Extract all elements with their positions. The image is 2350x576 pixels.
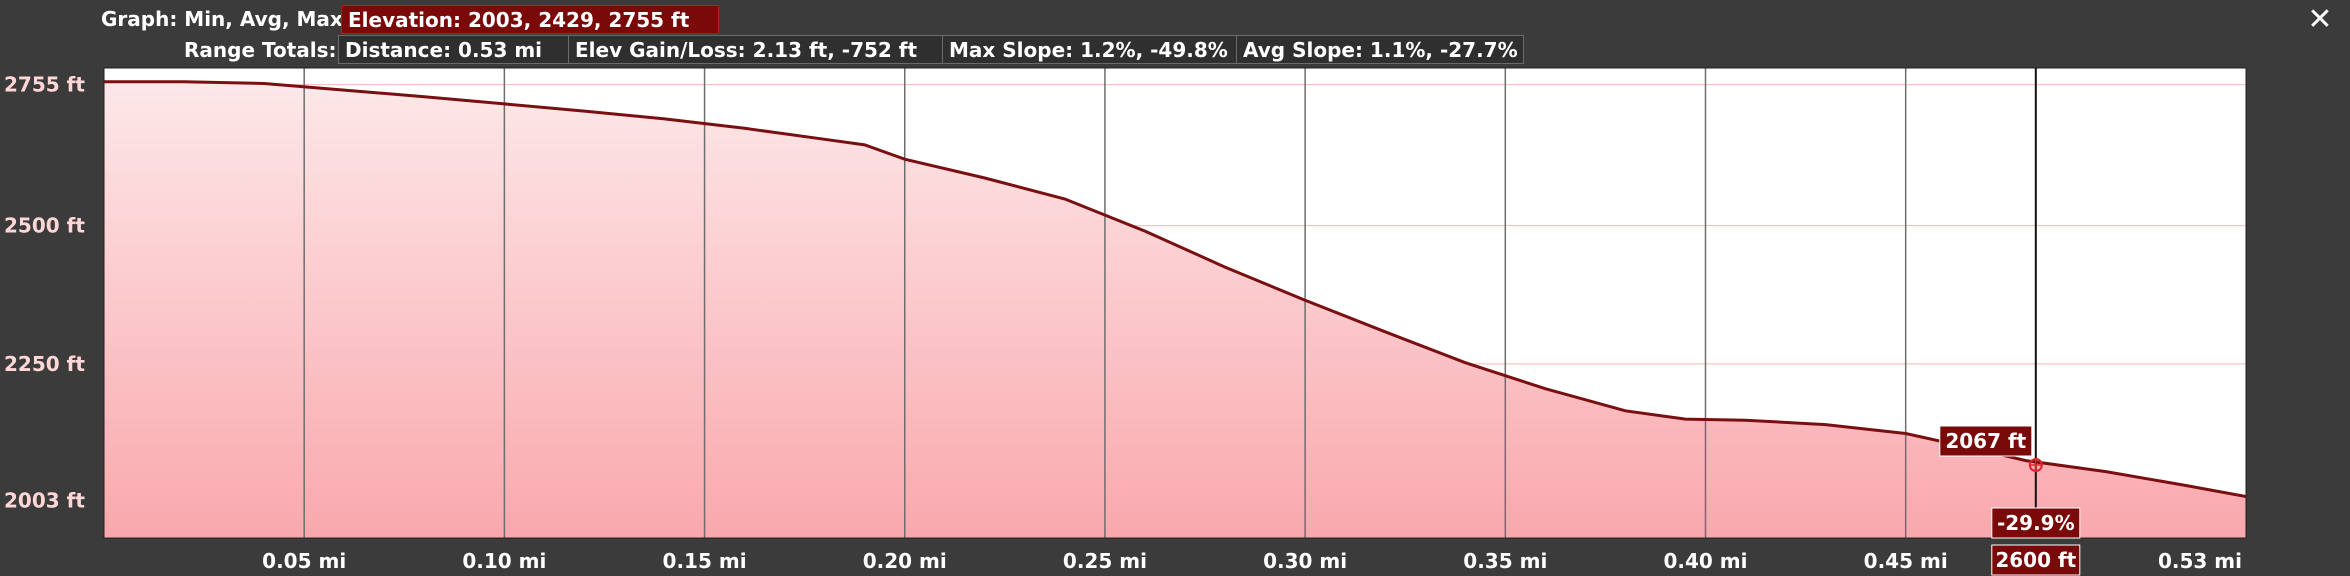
x-tick-label: 0.35 mi [1463,549,1547,573]
x-tick-label: 0.20 mi [863,549,947,573]
cursor-distance-tag: 2600 ft [1991,544,2081,576]
cursor-elevation-tag-text: 2067 ft [1945,429,2026,453]
distance-total: Distance: 0.53 mi [338,35,570,64]
cursor-elevation-tag: 2067 ft [1939,425,2033,457]
x-end-label: 0.53 mi [2158,549,2242,573]
cursor-distance-tag-bg [1991,544,2081,576]
graph-label: Graph: Min, Avg, Max [101,7,343,31]
cursor-distance-tag-text: 2600 ft [1995,548,2076,572]
elev-gain-loss-total: Elev Gain/Loss: 2.13 ft, -752 ft [568,35,944,64]
elevation-area [104,81,2246,538]
avg-slope-total: Avg Slope: 1.1%, -27.7% [1236,35,1524,64]
x-tick-label: 0.10 mi [462,549,546,573]
y-tick-label: 2250 ft [4,352,85,376]
x-tick-label: 0.25 mi [1063,549,1147,573]
elevation-summary-badge: Elevation: 2003, 2429, 2755 ft [341,5,719,34]
elevation-line [104,80,2246,498]
y-tick-label: 2755 ft [4,73,85,97]
cursor-elevation-tag-bg [1939,425,2033,457]
x-tick-label: 0.05 mi [262,549,346,573]
max-slope-total: Max Slope: 1.2%, -49.8% [942,35,1238,64]
y-tick-label: 2500 ft [4,214,85,238]
x-tick-label: 0.40 mi [1663,549,1747,573]
x-tick-label: 0.45 mi [1864,549,1948,573]
close-icon[interactable]: ✕ [2307,2,2333,37]
y-tick-label: 2003 ft [4,488,85,512]
cursor-slope-tag-bg [1991,507,2081,539]
cursor-slope-tag-text: -29.9% [1997,511,2075,535]
x-tick-label: 0.15 mi [663,549,747,573]
cursor-slope-tag: -29.9% [1991,507,2081,539]
range-totals-label: Range Totals: [184,38,337,62]
x-tick-label: 0.30 mi [1263,549,1347,573]
plot-border [103,67,2247,539]
